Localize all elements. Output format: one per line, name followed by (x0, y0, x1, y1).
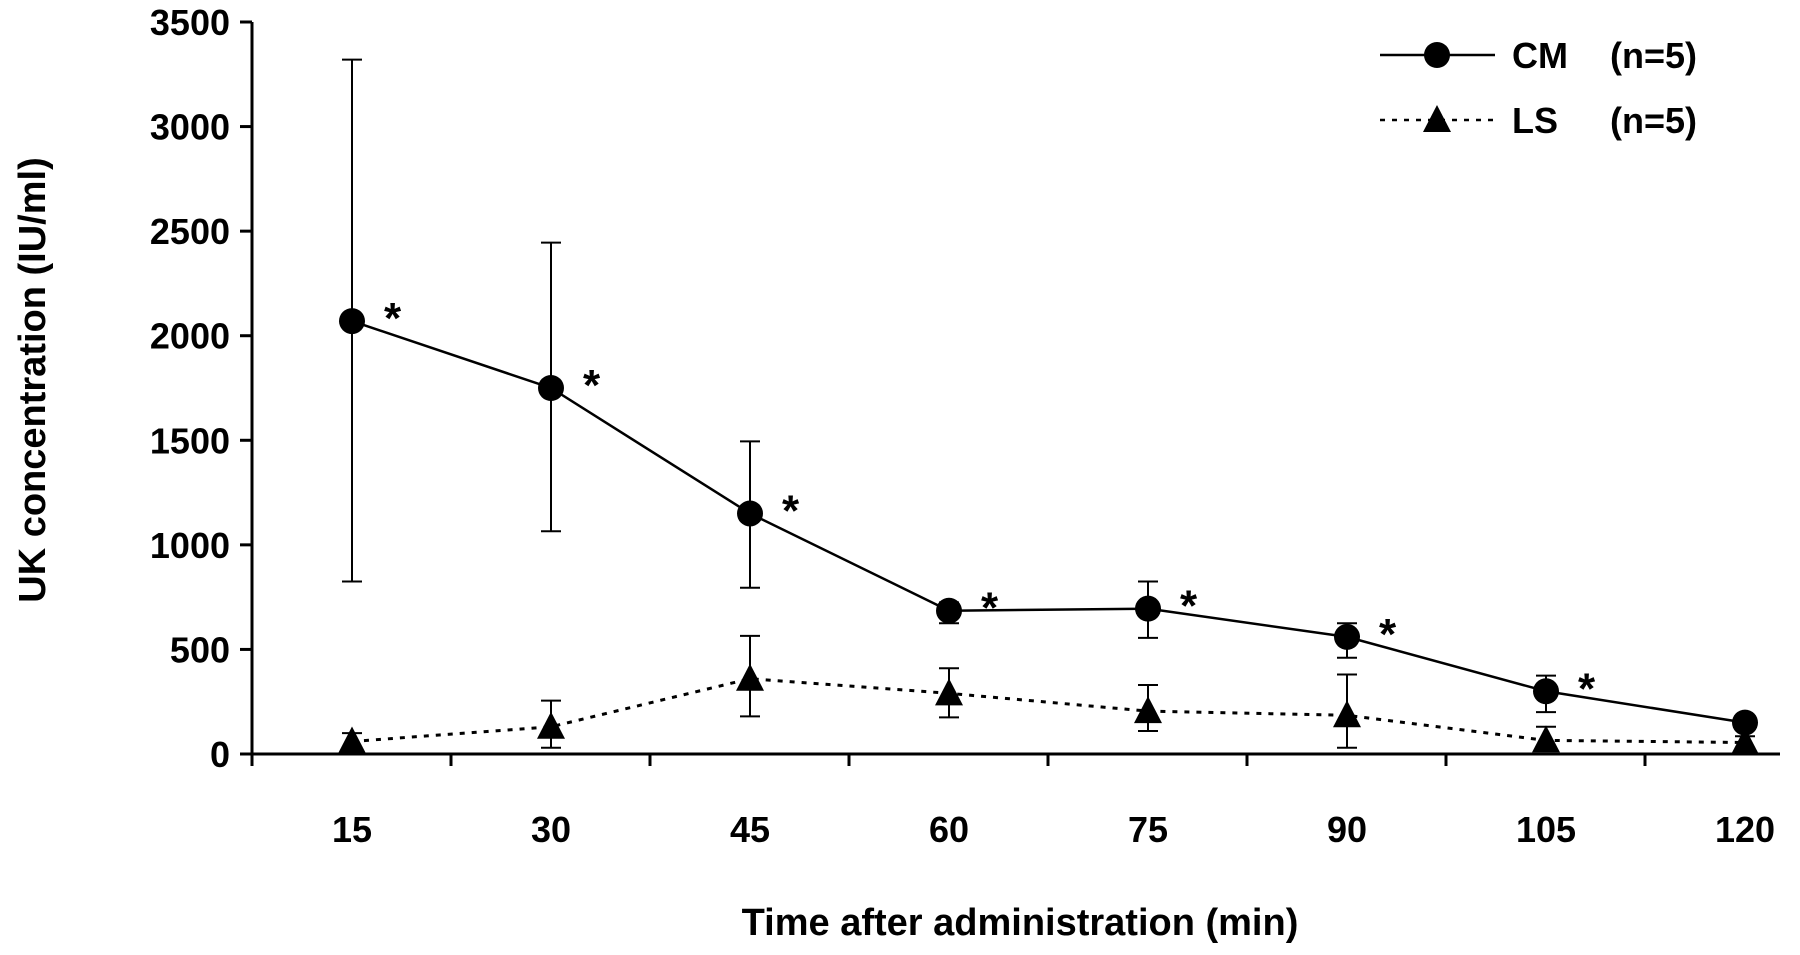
cm-series-line (351, 319, 1746, 724)
ls-point (1134, 696, 1162, 724)
x-tick-label: 90 (1327, 809, 1367, 850)
error-bars (342, 58, 1755, 749)
cm-significance-star: * (782, 486, 800, 535)
ls-point (338, 726, 366, 754)
legend-label: LS (1512, 100, 1558, 141)
y-tick-label: 2500 (150, 211, 230, 252)
legend: CM (n=5) LS (n=5) (1380, 35, 1697, 141)
y-tick-label: 0 (210, 734, 230, 775)
cm-point (936, 597, 962, 624)
x-tick-label: 15 (332, 809, 372, 850)
x-tick-label: 30 (531, 809, 571, 850)
significance-annotations: * * * * * * * (384, 294, 1596, 713)
ls-point (1333, 700, 1361, 728)
ls-point (736, 663, 764, 691)
cm-point (1533, 678, 1559, 705)
x-tick-label: 60 (929, 809, 969, 850)
y-tick-label: 1000 (150, 525, 230, 566)
cm-point (737, 500, 763, 527)
axes: 0 500 1000 1500 2000 2500 3000 3500 15 30 45 60 75 90… (150, 2, 1780, 850)
cm-point (1334, 623, 1360, 650)
y-tick-label: 2000 (150, 316, 230, 357)
legend-item-ls: LS (n=5) (1380, 100, 1697, 141)
y-tick-label: 500 (170, 629, 230, 670)
cm-point (538, 375, 564, 401)
legend-n-label: (n=5) (1610, 100, 1697, 141)
legend-swatch-marker (1424, 42, 1450, 68)
cm-point (1732, 709, 1758, 736)
y-tick-label: 3500 (150, 2, 230, 43)
series-lines (351, 319, 1746, 744)
cm-point (1135, 595, 1161, 622)
y-tick-label: 3000 (150, 107, 230, 148)
ls-point (1731, 727, 1759, 755)
cm-significance-star: * (1578, 664, 1596, 713)
data-markers (338, 308, 1759, 755)
ls-point (1532, 725, 1560, 753)
cm-significance-star: * (384, 294, 402, 343)
ls-point (935, 678, 963, 706)
cm-significance-star: * (583, 361, 601, 410)
x-tick-label: 105 (1516, 809, 1576, 850)
y-tick-label: 1500 (150, 420, 230, 461)
legend-label: CM (1512, 35, 1568, 76)
legend-n-label: (n=5) (1610, 35, 1697, 76)
legend-item-cm: CM (n=5) (1380, 35, 1697, 76)
cm-significance-star: * (1379, 610, 1397, 659)
y-axis-title: UK concentration (IU/ml) (12, 157, 54, 602)
ls-point (537, 711, 565, 739)
legend-swatch-marker (1423, 105, 1451, 132)
x-axis-title: Time after administration (min) (742, 902, 1299, 944)
x-tick-label: 45 (730, 809, 770, 850)
cm-point (339, 308, 365, 335)
cm-significance-star: * (1180, 582, 1198, 631)
cm-significance-star: * (981, 584, 999, 633)
x-tick-label: 75 (1128, 809, 1168, 850)
x-tick-label: 120 (1715, 809, 1775, 850)
